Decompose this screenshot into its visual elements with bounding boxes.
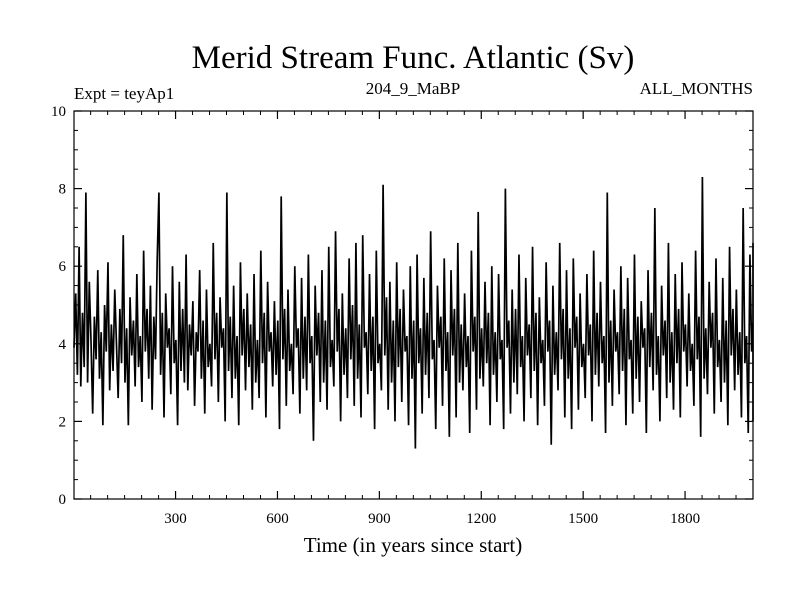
series-line — [73, 176, 754, 449]
x-tick-label: 1800 — [670, 511, 700, 527]
months-label: ALL_MONTHS — [640, 79, 753, 98]
y-tick-label: 10 — [51, 104, 66, 120]
y-axis-tick-labels: 0 2 4 6 8 10 — [51, 104, 67, 508]
axis-ticks — [74, 110, 753, 500]
experiment-label: Expt = teyAp1 — [74, 84, 174, 103]
y-tick-label: 4 — [59, 337, 67, 353]
x-axis-tick-labels: 300 600 900 1200 1500 1800 — [164, 511, 700, 527]
x-tick-label: 600 — [266, 511, 289, 527]
y-tick-label: 2 — [59, 414, 67, 430]
x-tick-label: 300 — [164, 511, 187, 527]
x-axis-label: Time (in years since start) — [304, 533, 523, 557]
x-tick-label: 1500 — [568, 511, 598, 527]
chart-title: Merid Stream Func. Atlantic (Sv) — [192, 40, 635, 76]
x-tick-label: 900 — [368, 511, 391, 527]
period-label: 204_9_MaBP — [366, 79, 460, 98]
y-tick-label: 6 — [59, 259, 67, 275]
x-tick-label: 1200 — [466, 511, 496, 527]
plot-area — [73, 110, 754, 500]
y-tick-label: 0 — [59, 492, 67, 508]
y-tick-label: 8 — [59, 182, 67, 198]
series-group — [73, 176, 754, 449]
plot-frame — [73, 110, 754, 500]
